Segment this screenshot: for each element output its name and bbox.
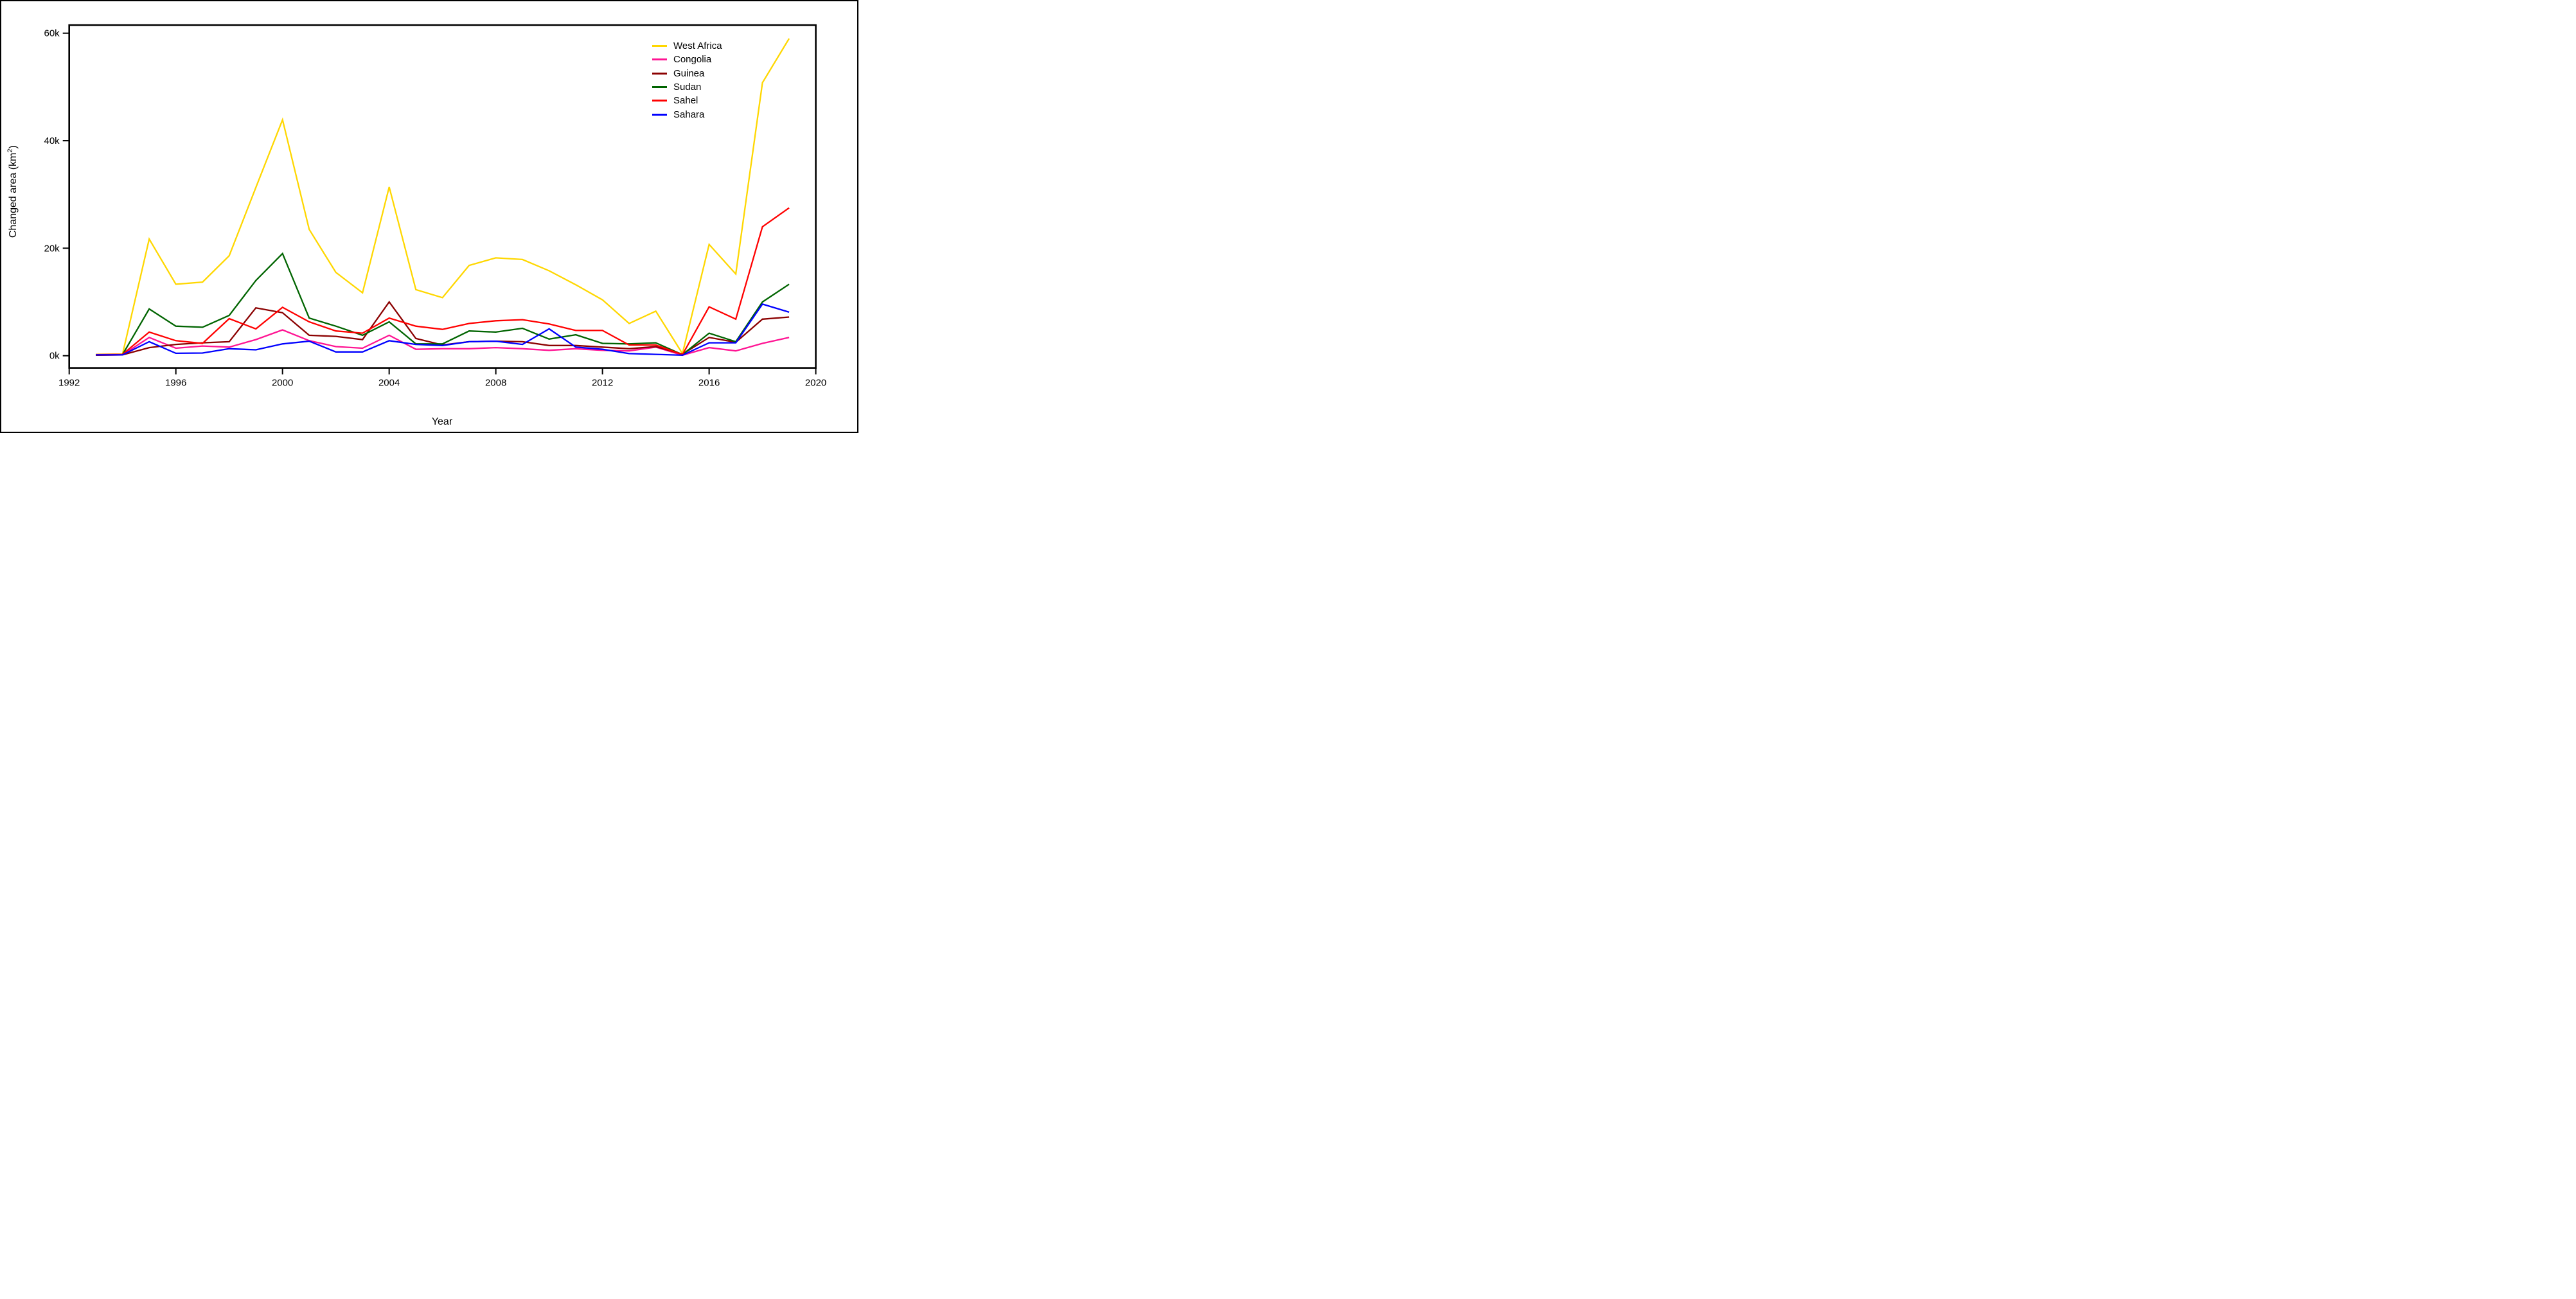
y-tick-label: 40k [44, 136, 60, 146]
line-chart-canvas: 0k 20k 40k 60k 1992 1996 2000 2004 2008 2012 2016 2… [44, 24, 827, 389]
legend-label: Sudan [673, 82, 702, 93]
legend-line-swatch-sahel [652, 100, 667, 102]
series-line-guinea [96, 301, 790, 357]
x-tick-label: 2008 [485, 378, 506, 389]
x-tick-label: 1996 [165, 378, 186, 389]
legend-label: Sahara [673, 109, 705, 120]
axis-ticks [62, 32, 817, 375]
x-tick-label: 2016 [698, 378, 720, 389]
series-line-sahara [96, 303, 790, 357]
series-line-sahel [96, 207, 790, 356]
chart-figure: 0k 20k 40k 60k 1992 1996 2000 2004 2008 2012 2016 2… [0, 0, 858, 433]
plot-panel-border [68, 24, 817, 369]
legend-item-sahel: Sahel [652, 94, 722, 107]
legend-label: Guinea [673, 67, 705, 79]
legend-line-swatch-congolia [652, 58, 667, 61]
legend-label: Congolia [673, 54, 712, 66]
legend-line-swatch-sudan [652, 86, 667, 89]
legend-line-swatch-sahara [652, 113, 667, 116]
x-tick-label: 2012 [592, 378, 613, 389]
data-series-lines [96, 38, 790, 357]
x-tick-label: 1992 [58, 378, 80, 389]
legend-item-guinea: Guinea [652, 67, 722, 80]
legend-item-sudan: Sudan [652, 80, 722, 94]
legend-line-swatch-guinea [652, 72, 667, 75]
legend-item-congolia: Congolia [652, 53, 722, 66]
y-axis-title-suffix: ) [8, 145, 19, 149]
x-tick-label: 2000 [272, 378, 293, 389]
y-tick-label: 20k [44, 243, 60, 254]
x-axis-title: Year [431, 416, 453, 427]
axis-tick-labels: 0k 20k 40k 60k 1992 1996 2000 2004 2008 2012 2016 2… [44, 28, 827, 389]
series-line-west-africa [96, 38, 790, 356]
legend-item-sahara: Sahara [652, 107, 722, 121]
legend-item-west-africa: West Africa [652, 39, 722, 53]
legend-label: West Africa [673, 40, 722, 52]
legend-label: Sahel [673, 95, 698, 107]
y-tick-label: 60k [44, 28, 60, 39]
y-axis-title-prefix: Changed area (km [8, 152, 19, 238]
x-tick-label: 2020 [805, 378, 826, 389]
series-line-congolia [96, 329, 790, 357]
y-tick-label: 0k [49, 351, 60, 362]
y-axis-title-superscript: 2 [6, 148, 14, 153]
y-axis-title: Changed area (km2) [6, 108, 19, 275]
legend-line-swatch-west-africa [652, 45, 667, 48]
legend: West Africa Congolia Guinea Sudan Sahel … [652, 39, 722, 121]
x-tick-label: 2004 [378, 378, 400, 389]
